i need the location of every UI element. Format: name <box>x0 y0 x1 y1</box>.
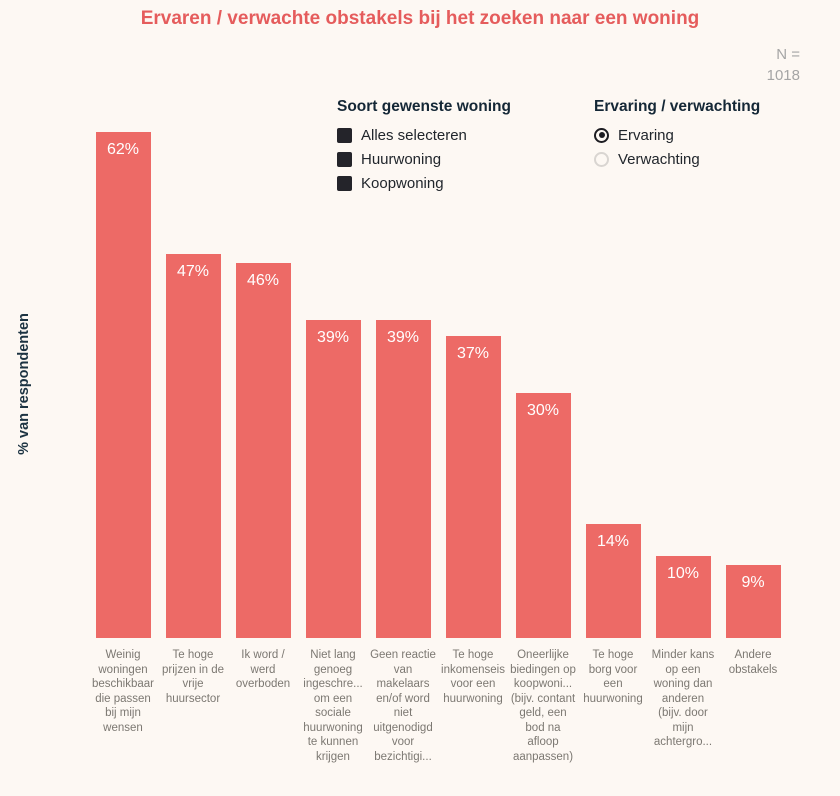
bar-column: 37% <box>438 128 508 638</box>
bar[interactable]: 46% <box>235 262 291 638</box>
radio-label: Verwachting <box>618 150 700 168</box>
bar-value-label: 10% <box>666 565 700 583</box>
bar[interactable]: 9% <box>725 564 781 638</box>
filter-woning-type-header: Soort gewenste woning <box>337 98 511 115</box>
category-label: Te hoge prijzen in de vrije huursector <box>161 649 224 705</box>
bar[interactable]: 37% <box>445 336 501 638</box>
bar-column: 9% <box>718 128 788 638</box>
category-label: Minder kans op een woning dan anderen (b… <box>651 649 715 748</box>
checkbox-label: Koopwoning <box>361 174 444 192</box>
category-label: Weinig woningen beschikbaar die passen b… <box>91 649 154 734</box>
bar[interactable]: 10% <box>655 556 711 638</box>
filter-woning-type: Soort gewenste woning Alles selecteren H… <box>337 98 511 195</box>
bar-column: 39% <box>368 128 438 638</box>
category-label: Te hoge borg voor een huurwoning <box>583 649 643 705</box>
bar-value-label: 9% <box>741 573 765 591</box>
bar-column: 47% <box>158 128 228 638</box>
sample-size-line2: 1018 <box>766 67 800 84</box>
radio-label: Ervaring <box>618 126 674 144</box>
radio-ervaring[interactable]: Ervaring <box>594 123 760 147</box>
checkbox-alles-selecteren[interactable]: Alles selecteren <box>337 123 511 147</box>
bar-column: 10% <box>648 128 718 638</box>
sample-size-note: N = 1018 <box>767 44 800 86</box>
bar-column: 14% <box>578 128 648 638</box>
chart-title: Ervaren / verwachte obstakels bij het zo… <box>140 8 700 29</box>
bar[interactable]: 14% <box>585 523 641 638</box>
checkbox-label: Alles selecteren <box>361 126 467 144</box>
bar[interactable]: 30% <box>515 393 571 638</box>
bar-column: 30% <box>508 128 578 638</box>
checkbox-checked-icon <box>337 175 352 191</box>
bar-value-label: 47% <box>176 263 210 281</box>
radio-selected-icon <box>594 127 609 143</box>
bar-value-label: 14% <box>596 532 630 550</box>
y-axis-label: % van respondenten <box>16 313 32 455</box>
x-axis-category-labels: Weinig woningen beschikbaar die passen b… <box>88 648 788 764</box>
checkbox-label: Huurwoning <box>361 150 442 168</box>
bar[interactable]: 39% <box>305 319 361 638</box>
bar-column: 46% <box>228 128 298 638</box>
bar-value-label: 30% <box>526 402 560 420</box>
bar-value-label: 37% <box>456 345 490 363</box>
category-label: Te hoge inkomenseis voor een huurwoning <box>441 649 505 705</box>
radio-unselected-icon <box>594 151 609 167</box>
checkbox-checked-icon <box>337 151 352 167</box>
filter-ervaring-header: Ervaring / verwachting <box>594 98 761 115</box>
category-label: Geen reactie van makelaars en/of word ni… <box>370 649 436 763</box>
checkbox-koopwoning[interactable]: Koopwoning <box>337 171 511 195</box>
category-label: Ik word / werd overboden <box>235 649 291 690</box>
bar-column: 39% <box>298 128 368 638</box>
bar[interactable]: 39% <box>375 319 431 638</box>
filter-ervaring-verwachting: Ervaring / verwachting Ervaring Verwacht… <box>594 98 760 171</box>
checkbox-huurwoning[interactable]: Huurwoning <box>337 147 511 171</box>
category-label: Oneerlijke biedingen op koopwoni... (bij… <box>510 649 576 763</box>
bar-column: 62% <box>88 128 158 638</box>
bar-value-label: 62% <box>106 141 140 158</box>
bar[interactable]: 47% <box>165 254 221 638</box>
radio-verwachting[interactable]: Verwachting <box>594 147 760 171</box>
bar-value-label: 39% <box>386 328 420 346</box>
sample-size-line1: N = <box>776 46 800 63</box>
bar[interactable]: 62% <box>95 132 151 638</box>
category-label: Niet lang genoeg ingeschre... om een soc… <box>303 649 363 763</box>
bar-value-label: 46% <box>246 271 280 289</box>
bar-chart-plot-area: 62% 47% 46% 39% 39% 37% 30% 14% 10% 9% <box>88 128 788 638</box>
checkbox-checked-icon <box>337 127 352 143</box>
category-label: Andere obstakels <box>728 649 778 676</box>
bar-value-label: 39% <box>316 328 350 346</box>
